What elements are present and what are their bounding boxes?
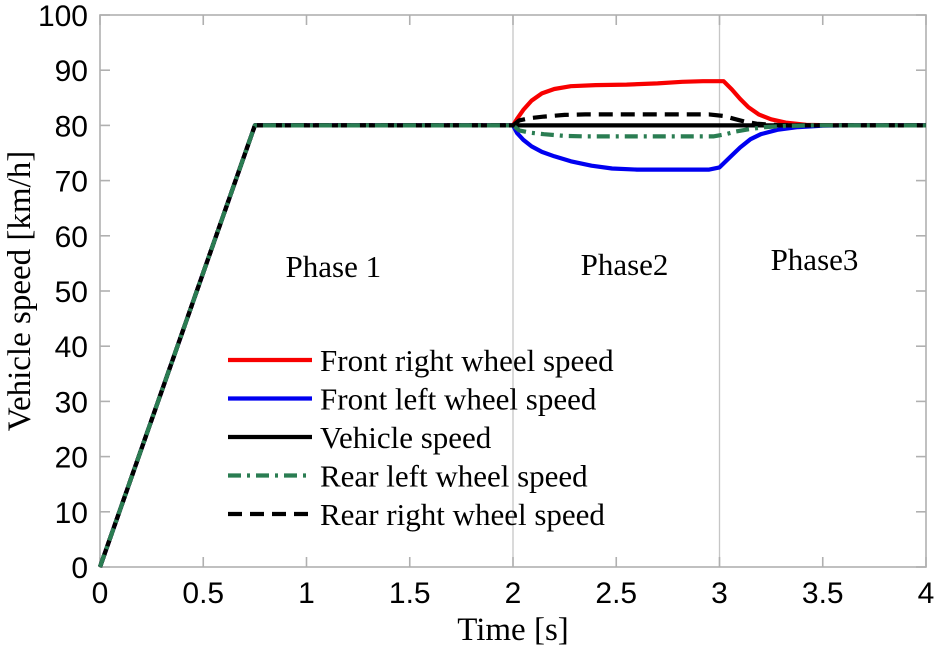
y-tick-label-100: 100 xyxy=(38,0,88,33)
y-tick-label-80: 80 xyxy=(55,110,88,143)
x-tick-label-1.5: 1.5 xyxy=(389,577,431,610)
x-tick-label-0.5: 0.5 xyxy=(182,577,224,610)
x-tick-label-0: 0 xyxy=(92,577,109,610)
legend-label-rear-right-wheel-speed: Rear right wheel speed xyxy=(320,497,605,532)
annotation-phase1: Phase 1 xyxy=(286,249,382,284)
legend-layer: Front right wheel speed Front left wheel … xyxy=(228,343,614,532)
y-tick-label-50: 50 xyxy=(55,276,88,309)
annotation-phase3: Phase3 xyxy=(771,242,859,277)
y-axis-title: Vehicle speed [km/h] xyxy=(2,151,38,431)
series-line-front-right-wheel-speed xyxy=(98,79,926,568)
phase-annotations-layer: Phase 1 Phase2 Phase3 xyxy=(286,242,859,284)
x-tick-label-2: 2 xyxy=(505,577,522,610)
annotation-phase2: Phase2 xyxy=(581,247,669,282)
y-tick-label-10: 10 xyxy=(55,497,88,530)
x-axis-title: Time [s] xyxy=(457,612,569,648)
y-tick-label-20: 20 xyxy=(55,442,88,475)
x-tick-label-3.5: 3.5 xyxy=(802,577,844,610)
grid-layer xyxy=(512,15,721,567)
x-tick-label-1: 1 xyxy=(298,577,315,610)
y-tick-label-0: 0 xyxy=(71,552,88,585)
series-line-front-left-wheel-speed xyxy=(98,123,926,568)
x-tick-label-4: 4 xyxy=(918,577,935,610)
y-tick-label-70: 70 xyxy=(55,166,88,199)
x-tick-label-2.5: 2.5 xyxy=(595,577,637,610)
y-tick-label-60: 60 xyxy=(55,221,88,254)
legend-label-rear-left-wheel-speed: Rear left wheel speed xyxy=(320,459,588,494)
legend-label-front-right-wheel-speed: Front right wheel speed xyxy=(320,343,614,378)
x-tick-label-3: 3 xyxy=(711,577,728,610)
y-tick-label-90: 90 xyxy=(55,55,88,88)
series-line-rear-left-wheel-speed xyxy=(98,123,926,568)
legend-label-front-left-wheel-speed: Front left wheel speed xyxy=(320,382,597,417)
legend-label-vehicle-speed: Vehicle speed xyxy=(320,420,492,455)
series-line-rear-right-wheel-speed xyxy=(98,112,926,568)
data-series-layer xyxy=(98,79,926,568)
y-tick-label-40: 40 xyxy=(55,331,88,364)
y-tick-label-30: 30 xyxy=(55,386,88,419)
